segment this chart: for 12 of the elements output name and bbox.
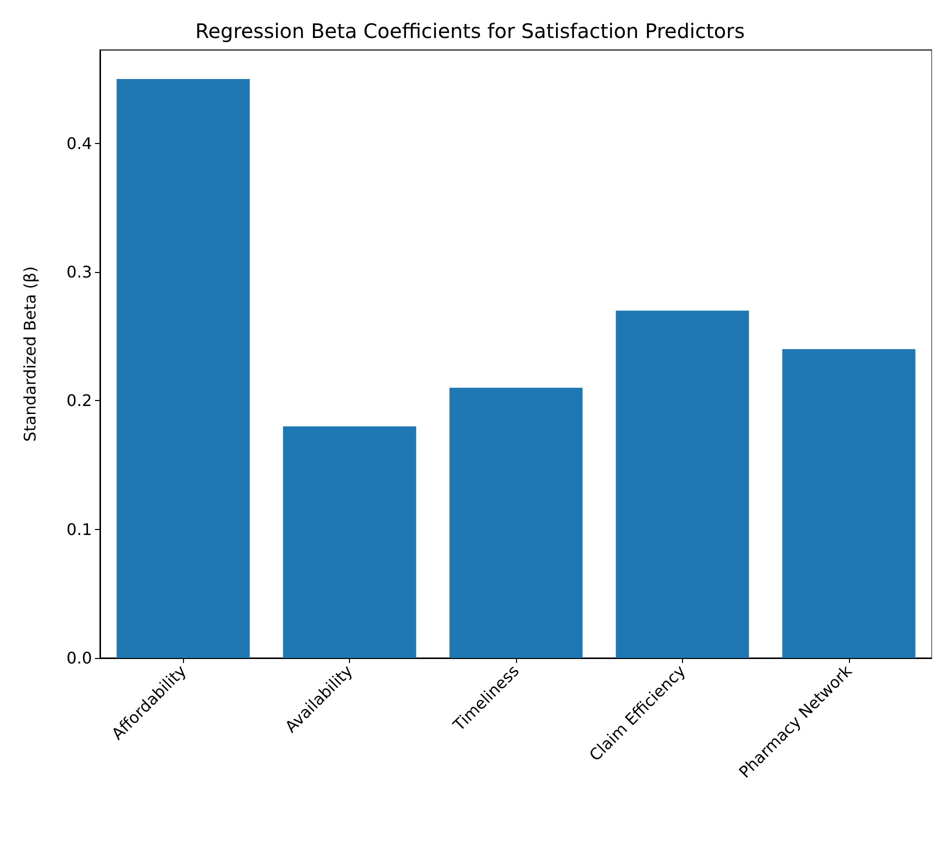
bar [283,426,416,658]
y-tick-label: 0.3 [66,262,92,282]
bar [449,388,583,658]
bar [782,349,916,658]
chart-title: Regression Beta Coefficients for Satisfaction Predictors [195,19,745,43]
bar [116,78,250,658]
y-tick-label: 0.1 [66,520,92,539]
y-tick-label: 0.2 [66,391,92,410]
y-axis-title: Standardized Beta (β) [20,266,40,442]
bar [616,310,749,658]
y-tick-label: 0.4 [66,134,92,153]
y-tick-label: 0.0 [66,648,92,668]
